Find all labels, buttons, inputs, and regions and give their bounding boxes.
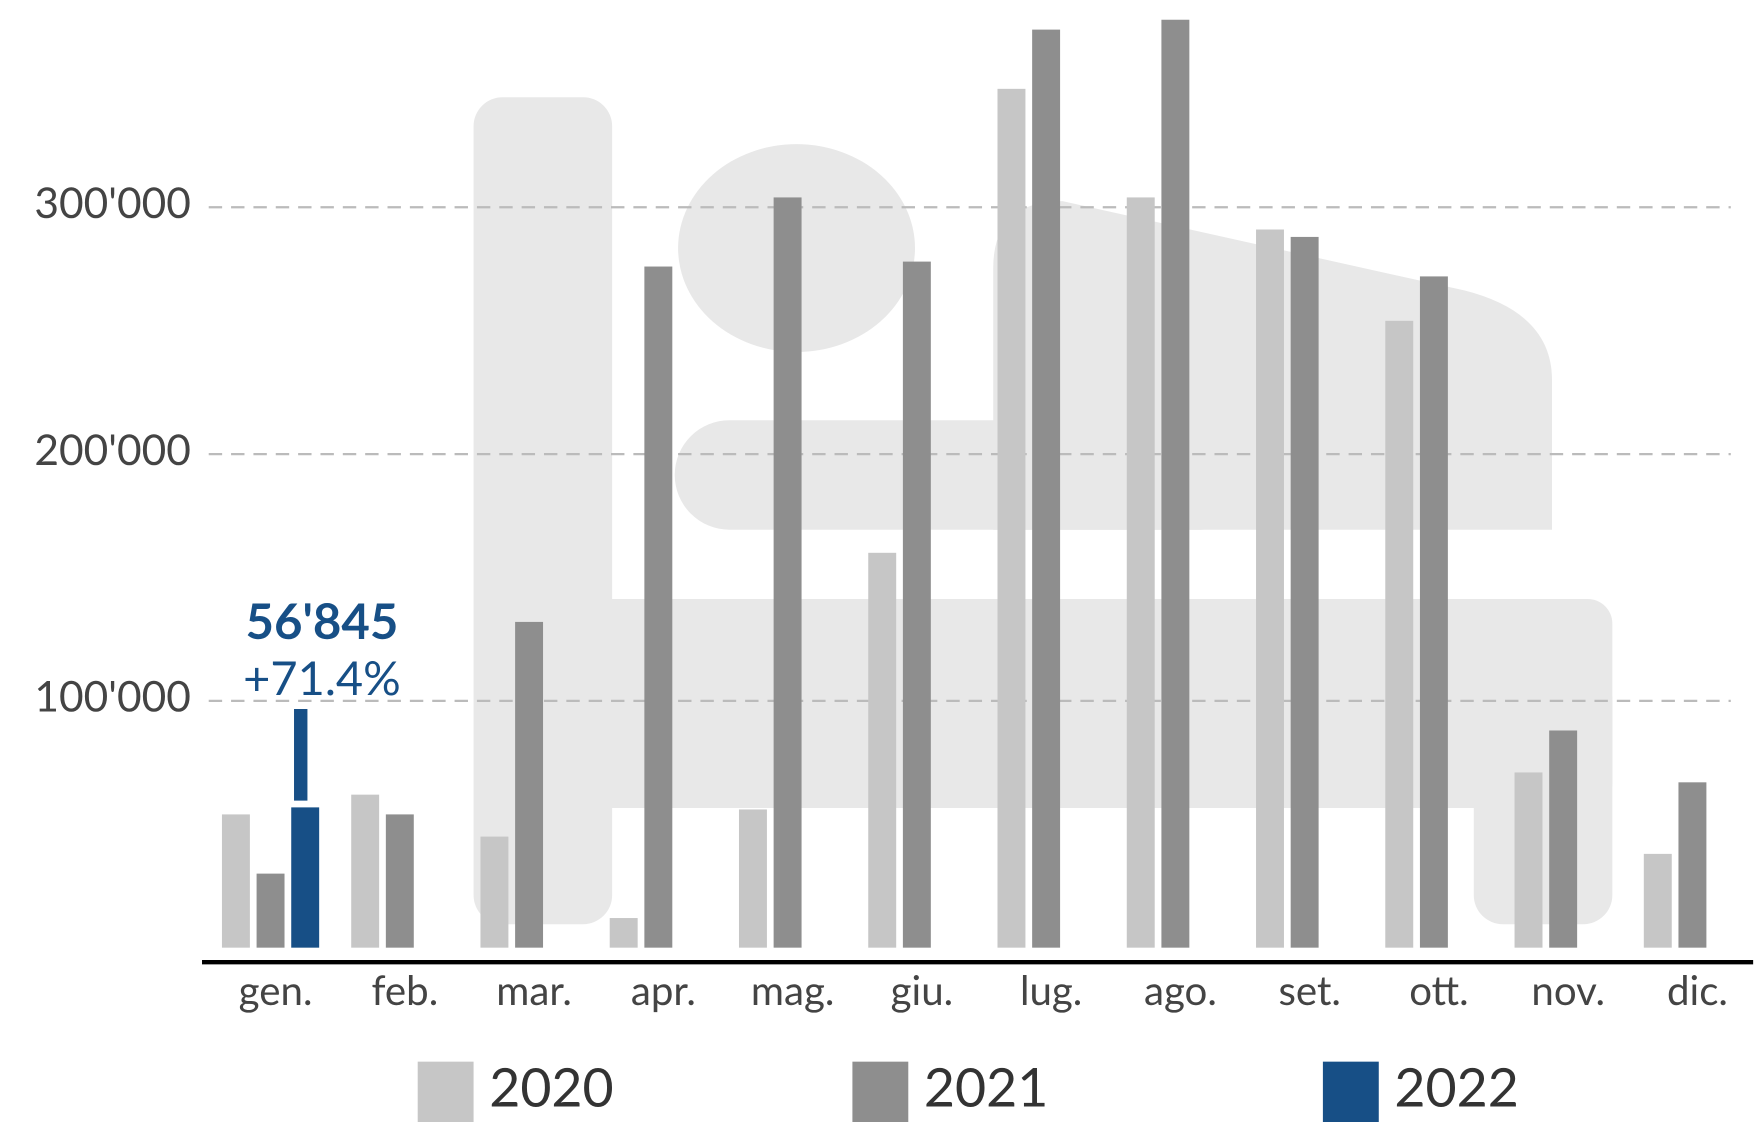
bar [1549,730,1578,948]
legend-swatch [417,1061,474,1122]
bar [1643,853,1672,948]
x-tick-label: ott. [1409,965,1468,1014]
x-tick-label: dic. [1667,965,1728,1014]
bar [773,197,802,948]
bar [221,814,250,948]
bar [1385,320,1414,948]
legend-label: 2021 [924,1055,1048,1119]
value-label: 56'845 [245,591,398,650]
bar [291,807,320,948]
bar [644,266,673,948]
legend-label: 2022 [1394,1055,1518,1119]
bar [609,918,638,948]
x-tick-label: giu. [891,965,953,1014]
x-tick-label: mar. [496,965,572,1014]
bar [351,794,380,948]
annotation: +71.4% [243,649,401,705]
x-tick-label: apr. [631,965,696,1014]
x-tick-label: gen. [239,965,313,1014]
x-tick-label: mag. [751,965,834,1014]
bar [1514,772,1543,948]
legend-label: 2020 [489,1055,613,1119]
bar [480,836,509,948]
legend-swatch [1322,1061,1379,1122]
bar [997,88,1026,948]
bar [515,621,544,948]
bar [1290,236,1319,948]
x-tick-label: nov. [1531,965,1605,1014]
y-tick-label: 200'000 [34,424,190,475]
bar [1161,19,1190,948]
bar [1419,276,1448,948]
bar [1678,782,1707,948]
bar [738,809,767,948]
x-tick-label: set. [1278,965,1340,1014]
bar [385,814,414,948]
x-tick-label: lug. [1020,965,1082,1014]
bar [1256,229,1284,948]
y-tick-label: 100'000 [34,671,190,722]
bar [256,873,285,948]
x-tick-label: ago. [1144,965,1217,1014]
x-tick-label: feb. [371,965,438,1014]
bar [1032,29,1061,948]
bar [868,552,897,948]
y-tick-label: 300'000 [34,177,190,228]
bar [1126,197,1155,948]
legend-swatch [852,1061,909,1122]
bar [902,261,931,948]
